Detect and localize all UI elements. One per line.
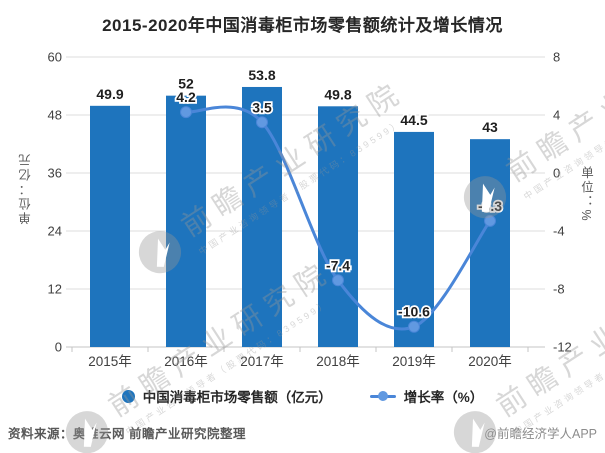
bar-2017年 — [242, 86, 282, 347]
line-marker-icon — [332, 274, 344, 287]
left-axis-tick-label: 60 — [48, 50, 62, 65]
bar-value-label: 49.9 — [96, 86, 123, 102]
footer: 资料来源：奥维云网 前瞻产业研究院整理 @前瞻经济学人APP — [8, 423, 597, 442]
line-value-label: -7.4 — [326, 257, 350, 273]
bar-2016年 — [166, 95, 206, 348]
bar-2015年 — [90, 105, 130, 347]
left-axis-unit-label: 单位：亿元 — [19, 152, 33, 225]
bar-value-label: 44.5 — [400, 112, 427, 128]
line-marker-icon — [408, 320, 420, 333]
right-axis-tick-label: -4 — [553, 224, 565, 239]
data-source-note: 资料来源：奥维云网 前瞻产业研究院整理 — [8, 427, 246, 441]
bar-2019年 — [394, 131, 434, 347]
x-axis-label: 2016年 — [164, 354, 208, 369]
right-axis-tick-label: -8 — [553, 282, 565, 297]
x-axis-label: 2017年 — [240, 354, 284, 369]
x-axis-label: 2015年 — [88, 354, 132, 369]
line-series-dot-icon — [377, 391, 388, 401]
right-axis-tick-label: 4 — [553, 108, 560, 123]
line-marker-icon — [180, 106, 192, 119]
right-axis-tick-label: 0 — [553, 166, 560, 181]
left-axis-tick-label: 12 — [48, 282, 62, 297]
right-axis-unit-label: 单位：% — [579, 166, 593, 223]
page-title: 2015-2020年中国消毒柜市场零售额统计及增长情况 — [102, 16, 503, 35]
x-axis-label: 2020年 — [468, 354, 512, 369]
line-series-marker-icon — [369, 391, 396, 401]
x-axis-label: 2018年 — [316, 354, 360, 369]
bar-value-label: 49.8 — [324, 86, 351, 102]
bar-2018年 — [318, 106, 358, 347]
right-axis-tick-label: 8 — [553, 50, 560, 65]
legend-item: 中国消毒柜市场零售额（亿元） — [121, 386, 332, 406]
x-axis-label: 2019年 — [392, 354, 436, 369]
bar-value-label: 52 — [178, 76, 194, 92]
line-value-label: 3.5 — [252, 99, 272, 115]
bar-value-label: 43 — [482, 119, 498, 135]
legend-label: 增长率（%） — [403, 390, 484, 405]
legend-label: 中国消毒柜市场零售额（亿元） — [142, 390, 332, 405]
left-axis-tick-label: 0 — [55, 340, 62, 355]
bar-value-label: 53.8 — [248, 67, 275, 83]
left-axis-tick-label: 48 — [48, 108, 62, 123]
line-marker-icon — [256, 116, 268, 129]
line-value-label: -10.6 — [398, 304, 430, 320]
line-value-label: 4.2 — [176, 89, 196, 105]
credit-note: @前瞻经济学人APP — [484, 427, 597, 441]
line-marker-icon — [484, 214, 496, 227]
bar-series-marker-icon — [121, 389, 135, 403]
legend: 中国消毒柜市场零售额（亿元） 增长率（%） — [0, 386, 605, 406]
right-axis-tick-label: -12 — [553, 340, 572, 355]
left-axis-tick-label: 36 — [48, 166, 62, 181]
legend-item: 增长率（%） — [369, 386, 484, 406]
line-value-label: -3.3 — [478, 198, 502, 214]
left-axis-tick-label: 24 — [48, 224, 62, 239]
